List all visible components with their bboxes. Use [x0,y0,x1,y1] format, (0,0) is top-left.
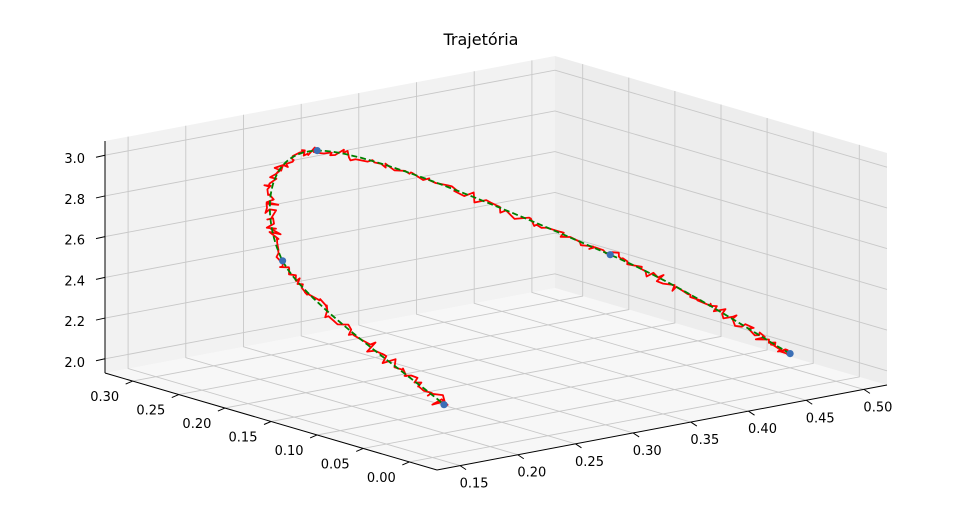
z-tick-label: 2.6 [64,234,85,249]
z-tick-mark [95,317,106,321]
z-tick-mark [95,154,106,158]
x-gridline [473,71,807,401]
y-tick-label: 0.00 [367,471,396,486]
x-tick-mark [517,454,525,460]
z-tick-label: 2.8 [64,193,85,208]
axis-panes [105,56,887,470]
x-gridline [416,82,749,412]
z-tick-mark [95,195,106,199]
tick-labels: 0.15 0.20 0.25 0.30 0.35 0.40 0.45 0.50 0.00 0.05… [64,152,892,491]
y-tick-mark [217,407,226,412]
x-tick-label: 0.50 [863,400,892,415]
x-gridline [127,136,461,467]
z-tick-mark [95,236,106,240]
x-tick-mark [863,388,871,394]
x-tick-label: 0.40 [748,422,777,437]
y-tick-label: 0.15 [229,431,258,446]
y-gridline [409,144,860,463]
x-gridline [185,125,518,456]
x-tick-label: 0.45 [806,411,835,426]
x-tick-mark [459,465,467,471]
x-axis-line [436,384,888,471]
axis-lines [95,141,888,471]
y-gridline [132,64,584,382]
z-gridline [104,191,888,290]
x-tick-label: 0.35 [690,433,719,448]
chart-title: Trajetória [443,30,519,49]
z-gridline [104,232,888,331]
y-tick-label: 0.30 [90,390,119,405]
x-gridline [300,103,634,434]
waypoint-marker [440,401,448,409]
z-tick-label: 3.0 [64,152,85,167]
x-tick-mark [748,410,755,416]
y-tick-mark [309,434,318,439]
y-tick-label: 0.05 [321,457,350,472]
waypoint-marker [313,147,321,155]
z-gridline [104,273,888,372]
waypoint-marker [606,251,614,259]
x-tick-mark [690,421,698,427]
y-tick-mark [125,380,133,385]
y-tick-label: 0.20 [182,417,211,432]
y-gridline [317,118,768,436]
waypoint-marker [786,350,794,358]
x-tick-label: 0.20 [517,466,546,481]
waypoint-markers [279,147,794,409]
y-tick-mark [171,394,179,399]
z-tick-label: 2.0 [64,356,85,371]
x-tick-mark [575,443,582,449]
x-gridline [531,60,865,390]
waypoint-marker [279,257,287,265]
z-gridline [104,110,888,209]
y-tick-label: 0.10 [275,444,304,459]
z-tick-mark [95,358,106,362]
y-gridline [270,104,722,422]
x-gridline [243,114,576,445]
z-gridline [104,69,888,168]
y-gridline [363,131,814,449]
x-gridline [358,93,691,423]
x-tick-label: 0.30 [633,444,662,459]
z-tick-label: 2.4 [64,274,85,289]
x-tick-mark [632,432,640,438]
z-tick-label: 2.2 [64,315,85,330]
y-tick-mark [402,461,410,466]
z-tick-mark [95,276,106,280]
y-tick-label: 0.25 [136,404,165,419]
y-gridline [178,77,630,396]
y-gridline [224,91,676,409]
back-pane [105,56,555,373]
grid-lines [104,60,888,467]
x-tick-label: 0.15 [460,477,489,492]
x-tick-mark [805,399,813,405]
y-tick-mark [263,421,272,425]
x-tick-label: 0.25 [575,455,604,470]
y-tick-mark [356,447,364,452]
z-gridline [104,151,888,250]
